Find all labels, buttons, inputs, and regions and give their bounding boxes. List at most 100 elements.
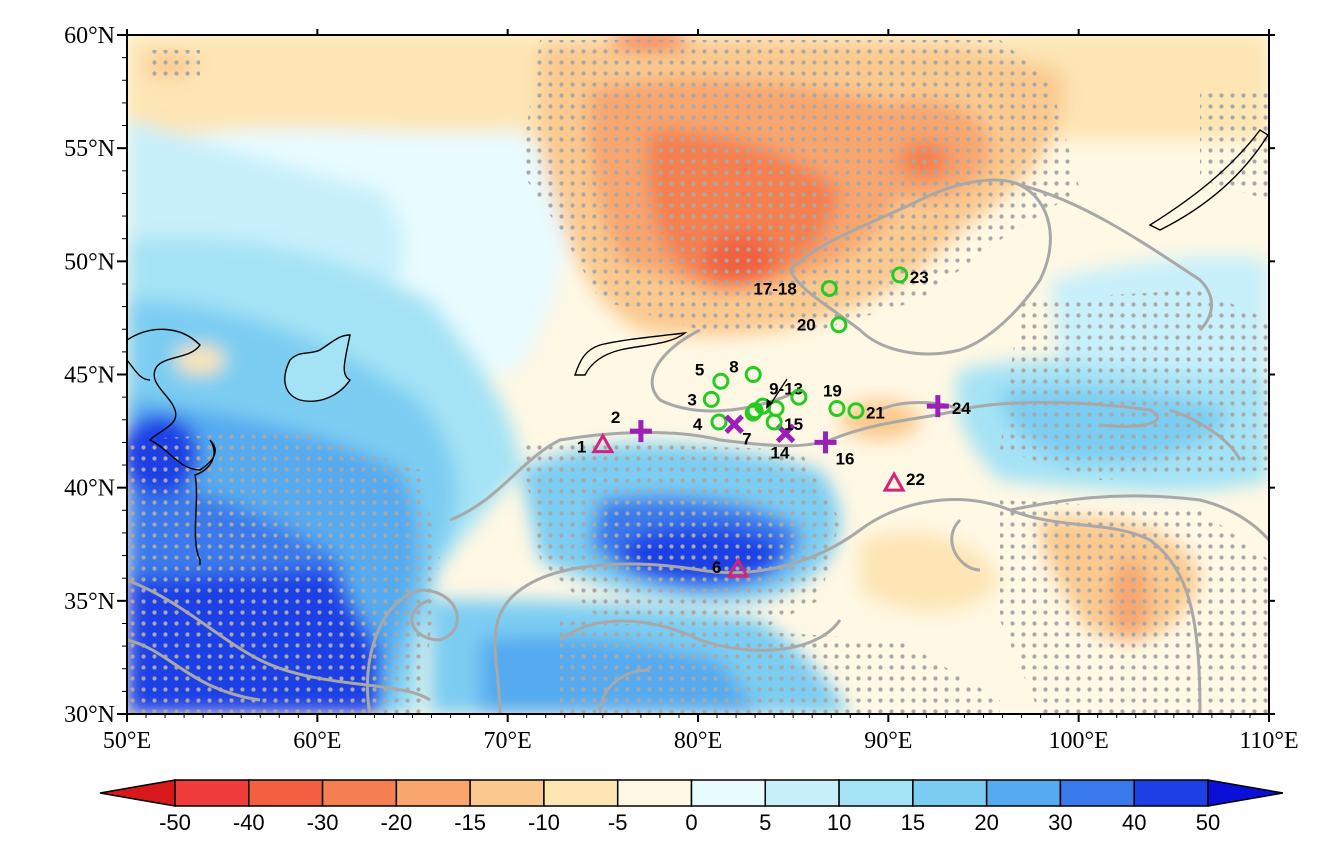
site-marker-23: 23	[891, 266, 929, 287]
site-marker-8: 8	[729, 358, 762, 383]
lat-tick-label: 55°N	[64, 136, 115, 162]
site-label: 8	[729, 358, 738, 377]
colorbar-swatch	[395, 779, 471, 807]
lon-tick-label: 70°E	[484, 728, 532, 754]
colorbar-label: -40	[233, 810, 265, 835]
lon-tick-label: 60°E	[293, 728, 341, 754]
colorbar-swatch	[1133, 779, 1209, 807]
site-marker-1: 1	[577, 432, 615, 457]
colorbar-swatch	[690, 779, 767, 807]
site-marker-14: 14	[771, 423, 796, 462]
lon-tick-label: 50°E	[103, 728, 151, 754]
colorbar-label: 50	[1196, 810, 1220, 835]
lat-tick-label: 30°N	[64, 702, 115, 728]
colorbar: -50 -40 -30 -20 -15 -10 -5 0 5 10 15 20 30 40 50	[99, 779, 1284, 835]
colorbar-swatch	[912, 779, 988, 807]
site-marker-16: 16	[814, 431, 855, 468]
site-label: 3	[687, 390, 696, 409]
site-label: 5	[695, 360, 704, 379]
lat-tick-label: 50°N	[64, 249, 115, 275]
colorbar-label: 40	[1122, 810, 1146, 835]
site-marker-17-18: 17-18	[753, 279, 838, 298]
plus-marker-icon	[814, 431, 837, 454]
site-marker-4: 4	[693, 413, 728, 434]
colorbar-label: -5	[608, 810, 628, 835]
site-marker-19: 19	[823, 381, 846, 417]
colorbar-swatch	[764, 779, 840, 807]
lat-tick-label: 35°N	[64, 589, 115, 615]
site-label: 22	[906, 470, 925, 489]
colorbar-label: -15	[454, 810, 486, 835]
site-label: 24	[952, 399, 971, 418]
colorbar-label: 5	[759, 810, 771, 835]
lat-tick-label: 45°N	[64, 363, 115, 389]
site-label: 17-18	[753, 279, 796, 298]
cross-marker-icon	[775, 423, 796, 444]
site-label: 15	[784, 415, 803, 434]
site-label: 1	[577, 438, 586, 457]
colorbar-swatch	[174, 779, 250, 807]
site-label: 6	[712, 558, 721, 577]
site-marker-5: 5	[695, 360, 730, 390]
circle-marker-icon	[790, 388, 808, 406]
site-label: 23	[910, 268, 929, 287]
colorbar-label: -20	[380, 810, 412, 835]
colorbar-swatch	[469, 779, 545, 807]
colorbar-label: -30	[307, 810, 339, 835]
site-marker-3: 3	[687, 390, 720, 409]
site-label: 2	[611, 408, 620, 427]
circle-marker-icon	[891, 266, 909, 284]
arrow-head-icon	[766, 399, 773, 409]
colorbar-swatch	[838, 779, 914, 807]
triangle-marker-icon	[726, 557, 750, 578]
map-axes: 30°N 35°N 40°N 45°N 50°N 55°N 60°N 50°E 60°E 70°E…	[64, 23, 1299, 754]
site-marker-6: 6	[712, 557, 750, 578]
site-label: 21	[866, 404, 885, 423]
circle-marker-icon	[767, 399, 785, 417]
lon-tick-label: 110°E	[1239, 728, 1298, 754]
colorbar-swatch	[543, 779, 619, 807]
colorbar-label: 30	[1048, 810, 1072, 835]
circle-marker-icon	[828, 399, 846, 417]
significance-stippling	[127, 40, 1269, 714]
site-label: 14	[771, 443, 790, 462]
site-marker-22: 22	[882, 470, 925, 492]
site-label: 16	[836, 449, 855, 468]
plus-marker-icon	[926, 395, 949, 418]
colorbar-swatch	[321, 779, 398, 807]
circle-marker-icon	[820, 279, 838, 297]
triangle-marker-icon	[591, 432, 615, 454]
site-label: 19	[823, 381, 842, 400]
colorbar-swatch	[985, 779, 1062, 807]
colorbar-label: 0	[685, 810, 697, 835]
lon-tick-label: 100°E	[1049, 728, 1109, 754]
cross-marker-icon	[724, 414, 744, 435]
site-marker-2: 2	[611, 408, 652, 443]
lat-tick-label: 60°N	[64, 23, 115, 49]
colorbar-label: 15	[901, 810, 925, 835]
colorbar-swatch	[248, 779, 324, 807]
colorbar-max-arrow	[1207, 779, 1284, 807]
site-marker-7: 7	[724, 414, 752, 448]
site-label: 20	[797, 316, 816, 335]
circle-marker-icon	[712, 372, 730, 390]
label-9-13-leader-arrow	[769, 378, 788, 406]
colorbar-label: 10	[827, 810, 851, 835]
lat-tick-label: 40°N	[64, 476, 115, 502]
colorbar-min-arrow	[99, 779, 176, 807]
colorbar-label: -10	[528, 810, 560, 835]
site-label: 4	[693, 415, 703, 434]
circle-marker-icon	[847, 402, 865, 420]
circle-marker-icon	[702, 390, 720, 408]
circle-marker-icon	[830, 316, 848, 334]
lon-tick-label: 80°E	[674, 728, 722, 754]
triangle-marker-icon	[882, 471, 906, 492]
lon-tick-label: 90°E	[864, 728, 912, 754]
site-marker-21: 21	[847, 402, 885, 423]
colorbar-label: 20	[974, 810, 998, 835]
circle-marker-icon	[710, 413, 728, 431]
plus-marker-icon	[629, 420, 652, 443]
colorbar-label: -50	[159, 810, 191, 835]
